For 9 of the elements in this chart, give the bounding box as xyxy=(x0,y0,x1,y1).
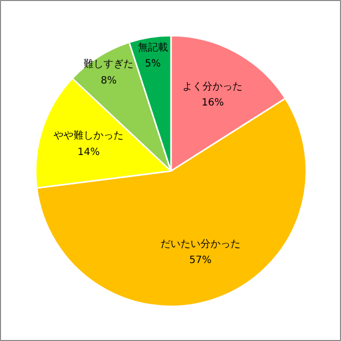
data-label: 57% xyxy=(189,255,212,266)
slice-label: 無記載 xyxy=(138,41,168,54)
slice-label: やや難しかった xyxy=(54,130,124,142)
data-label: 16% xyxy=(202,98,224,109)
data-label: 8% xyxy=(100,75,117,86)
slice-label: だいたい分かった xyxy=(160,238,240,250)
slice-label: よく分かった xyxy=(182,80,243,92)
data-label: 5% xyxy=(144,58,161,70)
data-label: 14% xyxy=(78,146,100,158)
